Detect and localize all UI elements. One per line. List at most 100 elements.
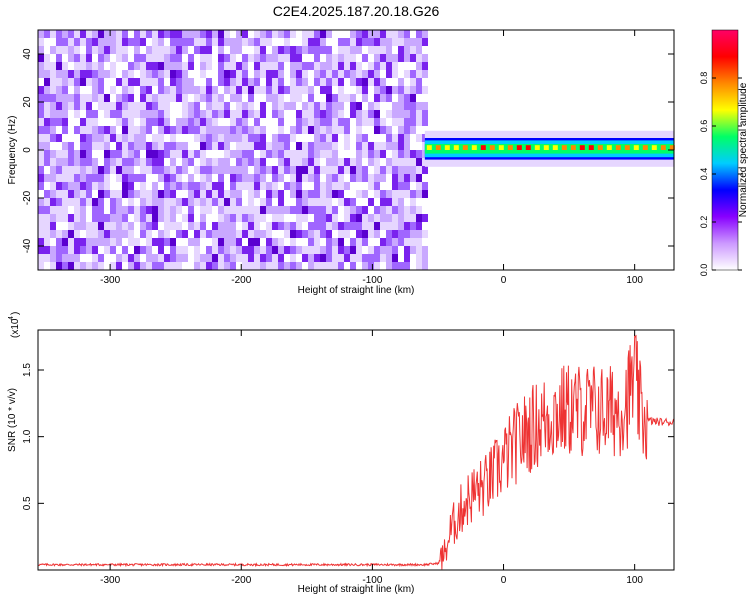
- heatmap-cell: [350, 222, 356, 230]
- heatmap-cell: [158, 102, 164, 110]
- heatmap-cell: [116, 102, 122, 110]
- heatmap-cell: [278, 142, 284, 150]
- heatmap-cell: [392, 102, 398, 110]
- heatmap-cell: [392, 86, 398, 94]
- heatmap-cell: [92, 222, 98, 230]
- heatmap-cell: [308, 30, 314, 38]
- heatmap-cell: [416, 38, 422, 46]
- heatmap-cell: [416, 158, 422, 166]
- heatmap-cell: [416, 254, 422, 262]
- heatmap-cell: [200, 222, 206, 230]
- heatmap-cell: [404, 110, 410, 118]
- heatmap-cell: [122, 118, 128, 126]
- heatmap-cell: [404, 230, 410, 238]
- heatmap-cell: [44, 118, 50, 126]
- heatmap-cell: [224, 198, 230, 206]
- heatmap-cell: [164, 182, 170, 190]
- heatmap-cell: [296, 198, 302, 206]
- heatmap-cell: [386, 134, 392, 142]
- x-tick-label: 100: [626, 275, 643, 286]
- heatmap-cell: [266, 182, 272, 190]
- heatmap-cell: [68, 222, 74, 230]
- heatmap-cell: [236, 190, 242, 198]
- heatmap-cell: [248, 150, 254, 158]
- heatmap-cell: [146, 262, 152, 270]
- heatmap-cell: [296, 222, 302, 230]
- heatmap-cell: [332, 190, 338, 198]
- heatmap-cell: [92, 206, 98, 214]
- heatmap-cell: [140, 142, 146, 150]
- heatmap-cell: [290, 126, 296, 134]
- heatmap-cell: [164, 222, 170, 230]
- heatmap-cell: [98, 134, 104, 142]
- heatmap-cell: [146, 142, 152, 150]
- heatmap-cell: [116, 206, 122, 214]
- heatmap-cell: [314, 158, 320, 166]
- heatmap-cell: [206, 62, 212, 70]
- heatmap-cell: [224, 102, 230, 110]
- heatmap-cell: [104, 70, 110, 78]
- heatmap-cell: [182, 158, 188, 166]
- heatmap-cell: [326, 62, 332, 70]
- heatmap-cell: [86, 142, 92, 150]
- heatmap-cell: [404, 246, 410, 254]
- heatmap-cell: [410, 70, 416, 78]
- heatmap-cell: [272, 142, 278, 150]
- heatmap-cell: [422, 166, 428, 174]
- heatmap-cell: [368, 246, 374, 254]
- heatmap-cell: [44, 174, 50, 182]
- heatmap-cell: [50, 222, 56, 230]
- heatmap-cell: [182, 30, 188, 38]
- snr-frame: [37, 329, 675, 571]
- heatmap-cell: [200, 110, 206, 118]
- heatmap-cell: [410, 214, 416, 222]
- heatmap-cell: [68, 30, 74, 38]
- heatmap-cell: [128, 142, 134, 150]
- heatmap-cell: [278, 158, 284, 166]
- heatmap-cell: [140, 174, 146, 182]
- heatmap-cell: [242, 174, 248, 182]
- heatmap-cell: [158, 78, 164, 86]
- heatmap-cell: [110, 62, 116, 70]
- heatmap-cell: [296, 70, 302, 78]
- heatmap-cell: [158, 246, 164, 254]
- heatmap-cell: [380, 86, 386, 94]
- heatmap-cell: [248, 222, 254, 230]
- heatmap-cell: [320, 46, 326, 54]
- heatmap-cell: [242, 118, 248, 126]
- heatmap-cell: [146, 94, 152, 102]
- heatmap-cell: [380, 30, 386, 38]
- heatmap-cell: [164, 214, 170, 222]
- heatmap-cell: [44, 198, 50, 206]
- heatmap-cell: [140, 118, 146, 126]
- heatmap-cell: [110, 150, 116, 158]
- heatmap-cell: [146, 230, 152, 238]
- heatmap-cell: [386, 206, 392, 214]
- heatmap-cell: [290, 134, 296, 142]
- signal-peak: [570, 145, 576, 150]
- heatmap-cell: [416, 118, 422, 126]
- heatmap-cell: [236, 30, 242, 38]
- heatmap-cell: [248, 126, 254, 134]
- signal-peak: [435, 145, 441, 150]
- heatmap-cell: [302, 62, 308, 70]
- heatmap-cell: [62, 206, 68, 214]
- heatmap-cell: [116, 166, 122, 174]
- heatmap-cell: [218, 182, 224, 190]
- heatmap-cell: [38, 30, 44, 38]
- heatmap-cell: [146, 150, 152, 158]
- heatmap-cell: [92, 262, 98, 270]
- heatmap-cell: [416, 62, 422, 70]
- heatmap-cell: [398, 150, 404, 158]
- heatmap-cell: [98, 30, 104, 38]
- heatmap-cell: [230, 78, 236, 86]
- heatmap-cell: [266, 198, 272, 206]
- heatmap-cell: [128, 78, 134, 86]
- heatmap-cell: [98, 78, 104, 86]
- heatmap-cell: [236, 38, 242, 46]
- heatmap-cell: [158, 118, 164, 126]
- heatmap-cell: [308, 38, 314, 46]
- heatmap-cell: [410, 86, 416, 94]
- heatmap-cell: [68, 238, 74, 246]
